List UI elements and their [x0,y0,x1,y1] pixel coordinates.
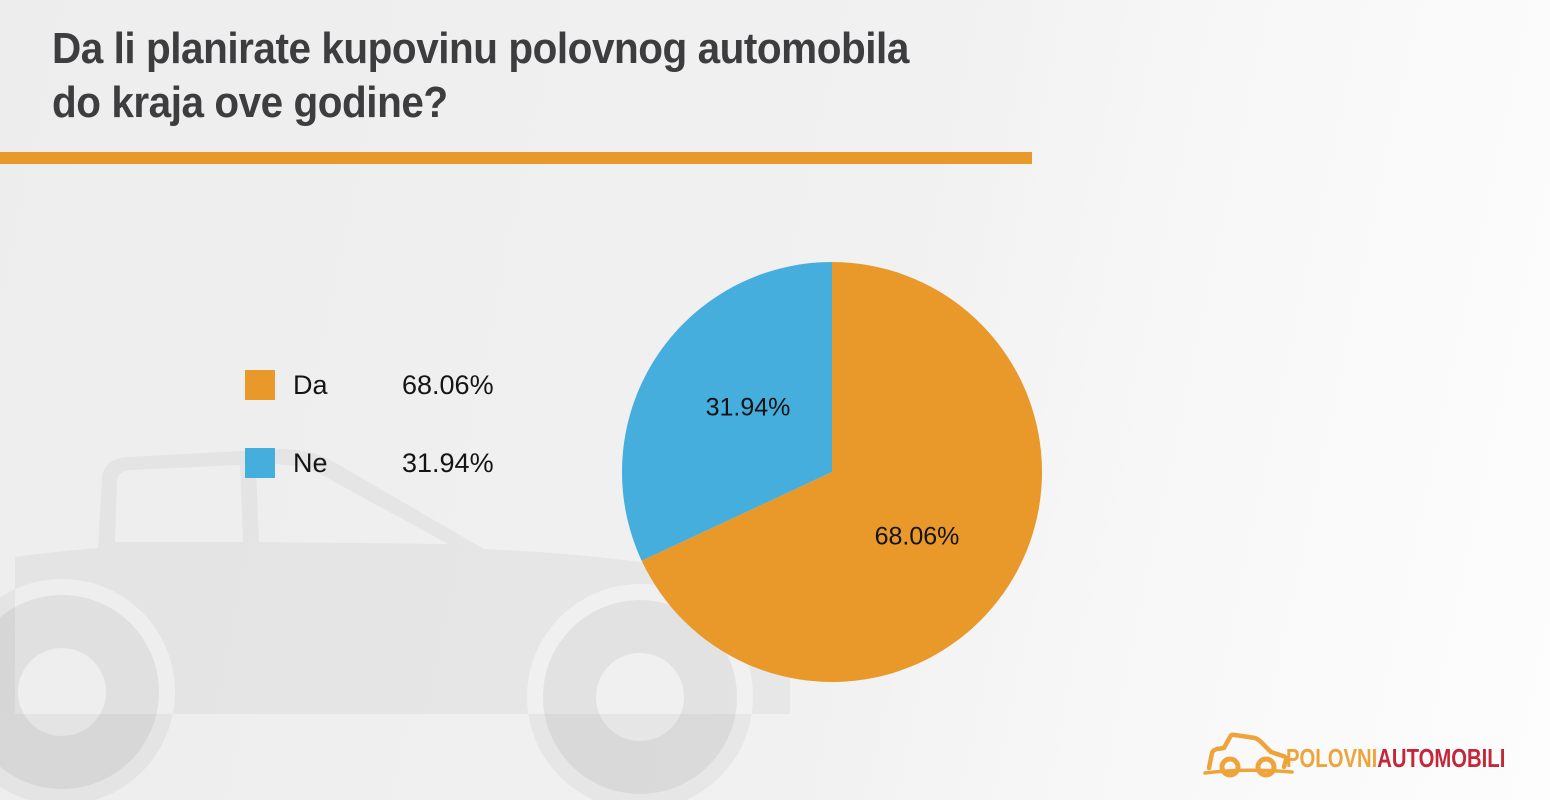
brand-logo: POLOVNIAUTOMOBILI [1203,727,1506,782]
title-accent-rule [0,152,1032,164]
logo-car-icon [1203,732,1294,778]
legend-swatch [245,448,275,478]
page-title: Da li planirate kupovinu polovnog automo… [52,22,909,130]
logo-text-automobili: AUTOMOBILI [1377,743,1506,773]
pie-chart [622,262,1042,682]
legend-label-ne: Ne [293,448,328,478]
page-title-line1: Da li planirate kupovinu polovnog automo… [52,24,909,73]
car-watermark-icon [0,449,790,800]
legend-value-da: 68.06% [402,370,494,400]
logo-text-polovni: POLOVNI [1286,743,1378,773]
legend-item-da: Da 68.06% [245,370,545,400]
pie-slice-da [641,262,1042,682]
pie-slice-ne [622,262,832,561]
page-title-line2: do kraja ove godine? [52,78,448,127]
logo-wordmark: POLOVNIAUTOMOBILI [1286,743,1506,773]
legend-value-ne: 31.94% [402,448,494,478]
legend-swatch [245,370,275,400]
pie-slice-label-ne: 31.94% [705,393,791,422]
pie-slice-label-da: 68.06% [874,522,960,551]
legend-item-ne: Ne 31.94% [245,448,545,478]
legend-label-da: Da [293,370,328,400]
